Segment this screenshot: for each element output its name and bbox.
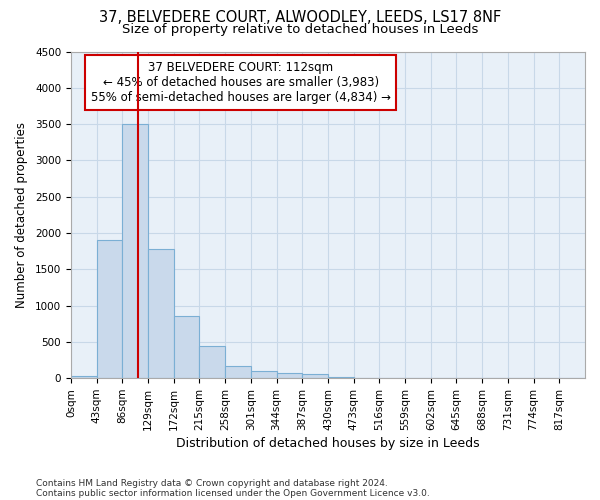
Bar <box>225 366 251 378</box>
Bar <box>277 374 302 378</box>
Bar <box>122 124 148 378</box>
Y-axis label: Number of detached properties: Number of detached properties <box>15 122 28 308</box>
Bar <box>174 316 199 378</box>
Text: 37 BELVEDERE COURT: 112sqm
← 45% of detached houses are smaller (3,983)
55% of s: 37 BELVEDERE COURT: 112sqm ← 45% of deta… <box>91 62 391 104</box>
Bar <box>251 371 277 378</box>
Text: Size of property relative to detached houses in Leeds: Size of property relative to detached ho… <box>122 22 478 36</box>
X-axis label: Distribution of detached houses by size in Leeds: Distribution of detached houses by size … <box>176 437 480 450</box>
Bar <box>97 240 122 378</box>
Bar <box>302 374 328 378</box>
Bar <box>71 376 97 378</box>
Text: Contains HM Land Registry data © Crown copyright and database right 2024.: Contains HM Land Registry data © Crown c… <box>36 478 388 488</box>
Text: Contains public sector information licensed under the Open Government Licence v3: Contains public sector information licen… <box>36 488 430 498</box>
Text: 37, BELVEDERE COURT, ALWOODLEY, LEEDS, LS17 8NF: 37, BELVEDERE COURT, ALWOODLEY, LEEDS, L… <box>99 10 501 25</box>
Bar <box>148 249 174 378</box>
Bar <box>199 346 225 378</box>
